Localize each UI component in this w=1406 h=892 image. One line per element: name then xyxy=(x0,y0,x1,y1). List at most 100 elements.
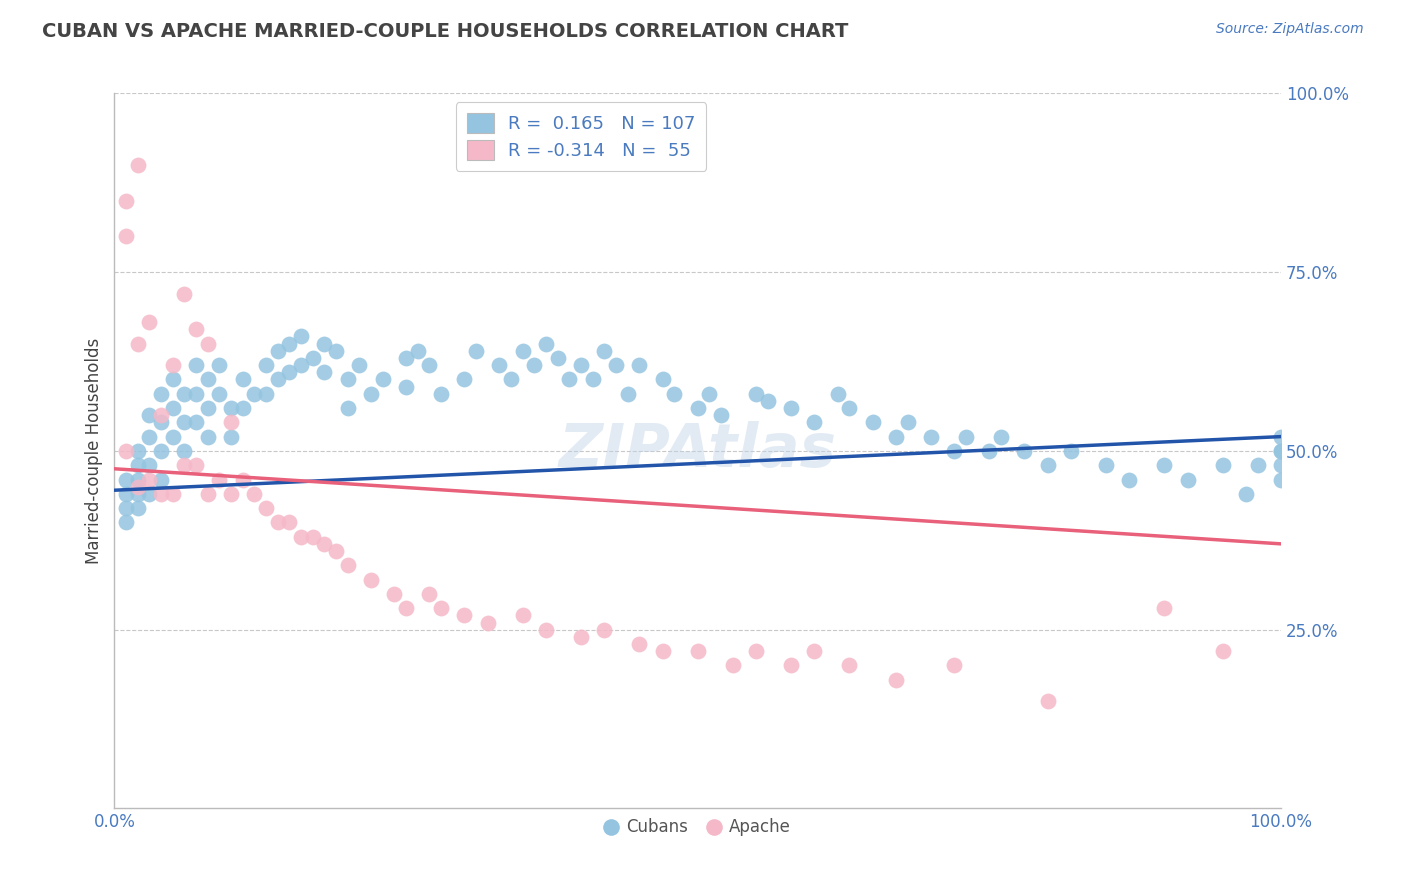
Point xyxy=(290,358,312,372)
Point xyxy=(219,487,242,501)
Point xyxy=(453,372,475,386)
Point xyxy=(756,393,779,408)
Point xyxy=(127,473,149,487)
Point xyxy=(278,365,301,379)
Point xyxy=(278,336,301,351)
Point xyxy=(547,351,569,365)
Point xyxy=(395,601,418,615)
Point xyxy=(115,194,138,208)
Point xyxy=(127,443,149,458)
Point xyxy=(173,286,195,301)
Point xyxy=(406,343,429,358)
Point xyxy=(150,473,173,487)
Point xyxy=(290,530,312,544)
Point xyxy=(138,429,160,443)
Point xyxy=(827,386,849,401)
Point xyxy=(897,415,920,429)
Point xyxy=(430,601,453,615)
Point xyxy=(184,458,207,473)
Point xyxy=(254,501,277,516)
Point xyxy=(1177,473,1199,487)
Point xyxy=(115,501,138,516)
Point xyxy=(219,415,242,429)
Point xyxy=(884,673,907,687)
Point xyxy=(197,487,219,501)
Point xyxy=(162,372,184,386)
Point xyxy=(955,429,977,443)
Point xyxy=(651,644,673,658)
Point xyxy=(1153,458,1175,473)
Point xyxy=(477,615,499,630)
Point xyxy=(534,336,557,351)
Point xyxy=(1153,601,1175,615)
Point xyxy=(943,443,966,458)
Point xyxy=(127,336,149,351)
Point xyxy=(1212,644,1234,658)
Point xyxy=(301,530,323,544)
Point xyxy=(569,358,592,372)
Point xyxy=(232,473,254,487)
Point xyxy=(254,386,277,401)
Point xyxy=(162,429,184,443)
Point xyxy=(138,408,160,422)
Point xyxy=(184,415,207,429)
Point xyxy=(360,573,382,587)
Point xyxy=(314,365,336,379)
Point xyxy=(1014,443,1036,458)
Point xyxy=(838,401,860,415)
Point xyxy=(325,343,347,358)
Point xyxy=(173,458,195,473)
Point xyxy=(780,658,803,673)
Point xyxy=(150,386,173,401)
Point xyxy=(267,516,290,530)
Legend: Cubans, Apache: Cubans, Apache xyxy=(598,812,797,843)
Point xyxy=(488,358,510,372)
Point xyxy=(1246,458,1268,473)
Point xyxy=(686,644,709,658)
Point xyxy=(349,358,371,372)
Point xyxy=(418,587,440,601)
Point xyxy=(150,487,173,501)
Point xyxy=(290,329,312,343)
Point xyxy=(150,415,173,429)
Point xyxy=(208,358,231,372)
Point xyxy=(197,401,219,415)
Point xyxy=(523,358,546,372)
Point xyxy=(243,386,266,401)
Point xyxy=(360,386,382,401)
Point xyxy=(301,351,323,365)
Point xyxy=(173,443,195,458)
Point xyxy=(127,158,149,172)
Point xyxy=(219,429,242,443)
Point xyxy=(162,487,184,501)
Point xyxy=(838,658,860,673)
Point xyxy=(453,608,475,623)
Point xyxy=(593,623,616,637)
Point xyxy=(593,343,616,358)
Point xyxy=(884,429,907,443)
Point xyxy=(1036,694,1059,708)
Point xyxy=(1270,429,1292,443)
Text: ZIPAtlas: ZIPAtlas xyxy=(558,421,837,481)
Text: CUBAN VS APACHE MARRIED-COUPLE HOUSEHOLDS CORRELATION CHART: CUBAN VS APACHE MARRIED-COUPLE HOUSEHOLD… xyxy=(42,22,849,41)
Point xyxy=(686,401,709,415)
Point xyxy=(534,623,557,637)
Point xyxy=(162,358,184,372)
Point xyxy=(314,336,336,351)
Point xyxy=(1270,458,1292,473)
Point xyxy=(371,372,394,386)
Point xyxy=(710,408,733,422)
Point xyxy=(336,401,359,415)
Point xyxy=(138,487,160,501)
Point xyxy=(325,544,347,558)
Point xyxy=(628,637,651,651)
Point xyxy=(336,372,359,386)
Point xyxy=(115,443,138,458)
Point xyxy=(395,351,418,365)
Point xyxy=(651,372,673,386)
Point xyxy=(605,358,627,372)
Point xyxy=(979,443,1001,458)
Point xyxy=(232,372,254,386)
Point xyxy=(1234,487,1257,501)
Point xyxy=(1118,473,1140,487)
